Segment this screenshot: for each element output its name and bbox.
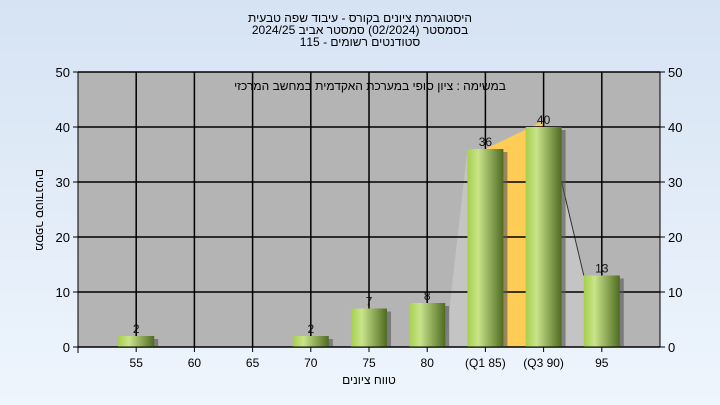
x-tick-label: 65 <box>246 356 260 370</box>
x-tick-label: (Q3 90) <box>523 356 564 370</box>
x-tick-label: 55 <box>130 356 144 370</box>
title-line-3: סטודנטים רשומים - 115 <box>299 35 421 49</box>
bar <box>292 336 329 347</box>
y-tick-label-right: 40 <box>668 120 682 135</box>
bar-value-label: 40 <box>537 113 551 127</box>
y-tick-label: 30 <box>56 175 70 190</box>
bar-value-label: 8 <box>424 289 431 303</box>
bar <box>525 127 562 347</box>
bar-value-label: 2 <box>307 322 314 336</box>
bar-value-label: 2 <box>133 322 140 336</box>
y-tick-label-right: 10 <box>668 285 682 300</box>
x-tick-label: 95 <box>595 356 609 370</box>
y-tick-label: 0 <box>63 340 70 355</box>
title-line-2: בסמסטר (02/2024) סמסטר אביב 2024/25 <box>251 23 469 37</box>
annotation: במשימה : ציון סופי במערכת האקדמית במחשב … <box>234 79 506 93</box>
bar <box>467 149 504 347</box>
x-tick-label: 75 <box>362 356 376 370</box>
y-axis-label: מספר סטודנטים <box>33 169 47 251</box>
bar <box>351 308 387 347</box>
chart-title: היסטוגרמת ציונים בקורס - עיבוד שפה טבעית… <box>0 12 720 48</box>
y-tick-label-right: 0 <box>668 340 675 355</box>
bar-value-label: 7 <box>366 295 373 309</box>
y-tick-label: 10 <box>56 285 70 300</box>
y-tick-label: 20 <box>56 230 70 245</box>
x-axis-label: טווח ציונים <box>342 373 396 387</box>
bar <box>583 275 620 347</box>
bar-value-label: 36 <box>479 135 493 149</box>
y-tick-label-right: 20 <box>668 230 682 245</box>
x-tick-label: 80 <box>421 356 435 370</box>
y-tick-label: 50 <box>56 65 70 80</box>
bar-value-label: 13 <box>595 262 609 276</box>
bar <box>409 303 446 347</box>
y-tick-label-right: 30 <box>668 175 682 190</box>
y-tick-label-right: 50 <box>668 65 682 80</box>
x-tick-label: 60 <box>188 356 202 370</box>
x-tick-label: 70 <box>304 356 318 370</box>
bar <box>118 336 155 347</box>
title-line-1: היסטוגרמת ציונים בקורס - עיבוד שפה טבעית <box>248 11 472 25</box>
x-tick-label: (Q1 85) <box>465 356 506 370</box>
y-tick-label: 40 <box>56 120 70 135</box>
